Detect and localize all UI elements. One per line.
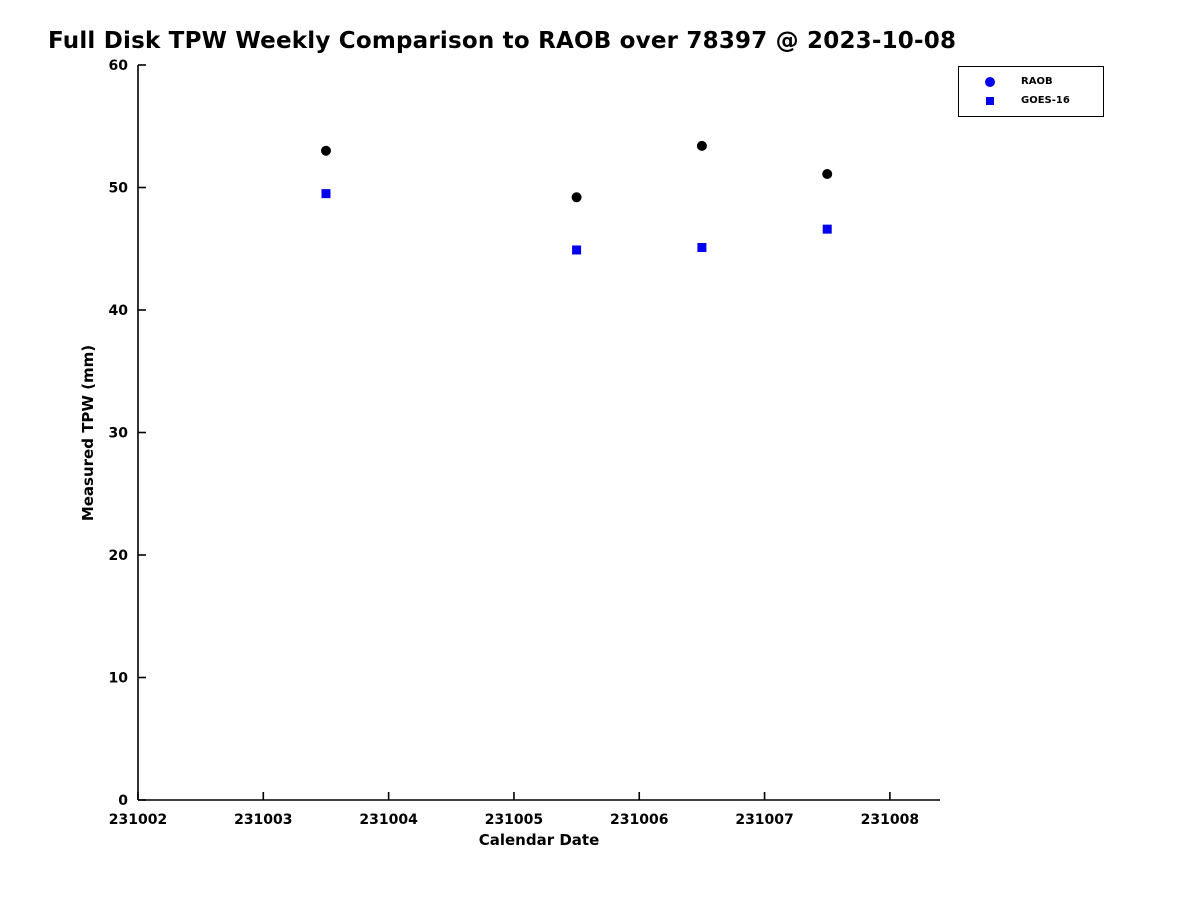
legend-label-raob: RAOB (1021, 76, 1053, 87)
x-tick-label: 231004 (359, 812, 418, 828)
x-tick-label: 231002 (109, 812, 167, 828)
legend-item-goes16: GOES-16 (959, 91, 1103, 110)
y-tick-label: 40 (109, 303, 129, 319)
raob-data-point (822, 169, 833, 180)
y-tick-label: 0 (118, 793, 128, 809)
x-tick-label: 231008 (861, 812, 919, 828)
y-tick-label: 30 (109, 426, 129, 442)
goes-16-data-point (822, 224, 832, 234)
x-tick-label: 231003 (234, 812, 292, 828)
legend-label-goes16: GOES-16 (1021, 95, 1070, 106)
goes-16-data-point (321, 189, 331, 199)
raob-data-point (320, 145, 331, 156)
x-tick-label: 231005 (485, 812, 543, 828)
chart-title: Full Disk TPW Weekly Comparison to RAOB … (48, 28, 957, 54)
raob-data-point (696, 140, 707, 151)
y-axis-label: Measured TPW (mm) (79, 344, 97, 522)
raob-data-point (571, 192, 582, 203)
goes-16-data-point (697, 243, 707, 253)
legend-marker-cell (959, 96, 1021, 105)
y-tick-label: 50 (109, 181, 129, 197)
x-axis-label: Calendar Date (478, 831, 600, 849)
goes16-square-icon (986, 96, 994, 105)
x-tick-label: 231006 (610, 812, 668, 828)
goes-16-data-point (572, 245, 582, 255)
legend-item-raob: RAOB (959, 72, 1103, 91)
y-tick-label: 10 (109, 671, 129, 687)
raob-circle-icon (985, 76, 995, 87)
x-tick-label: 231007 (735, 812, 793, 828)
y-tick-label: 20 (109, 548, 129, 564)
legend-marker-cell (959, 76, 1021, 87)
y-tick-label: 60 (109, 58, 129, 74)
legend: RAOB GOES-16 (958, 66, 1104, 117)
